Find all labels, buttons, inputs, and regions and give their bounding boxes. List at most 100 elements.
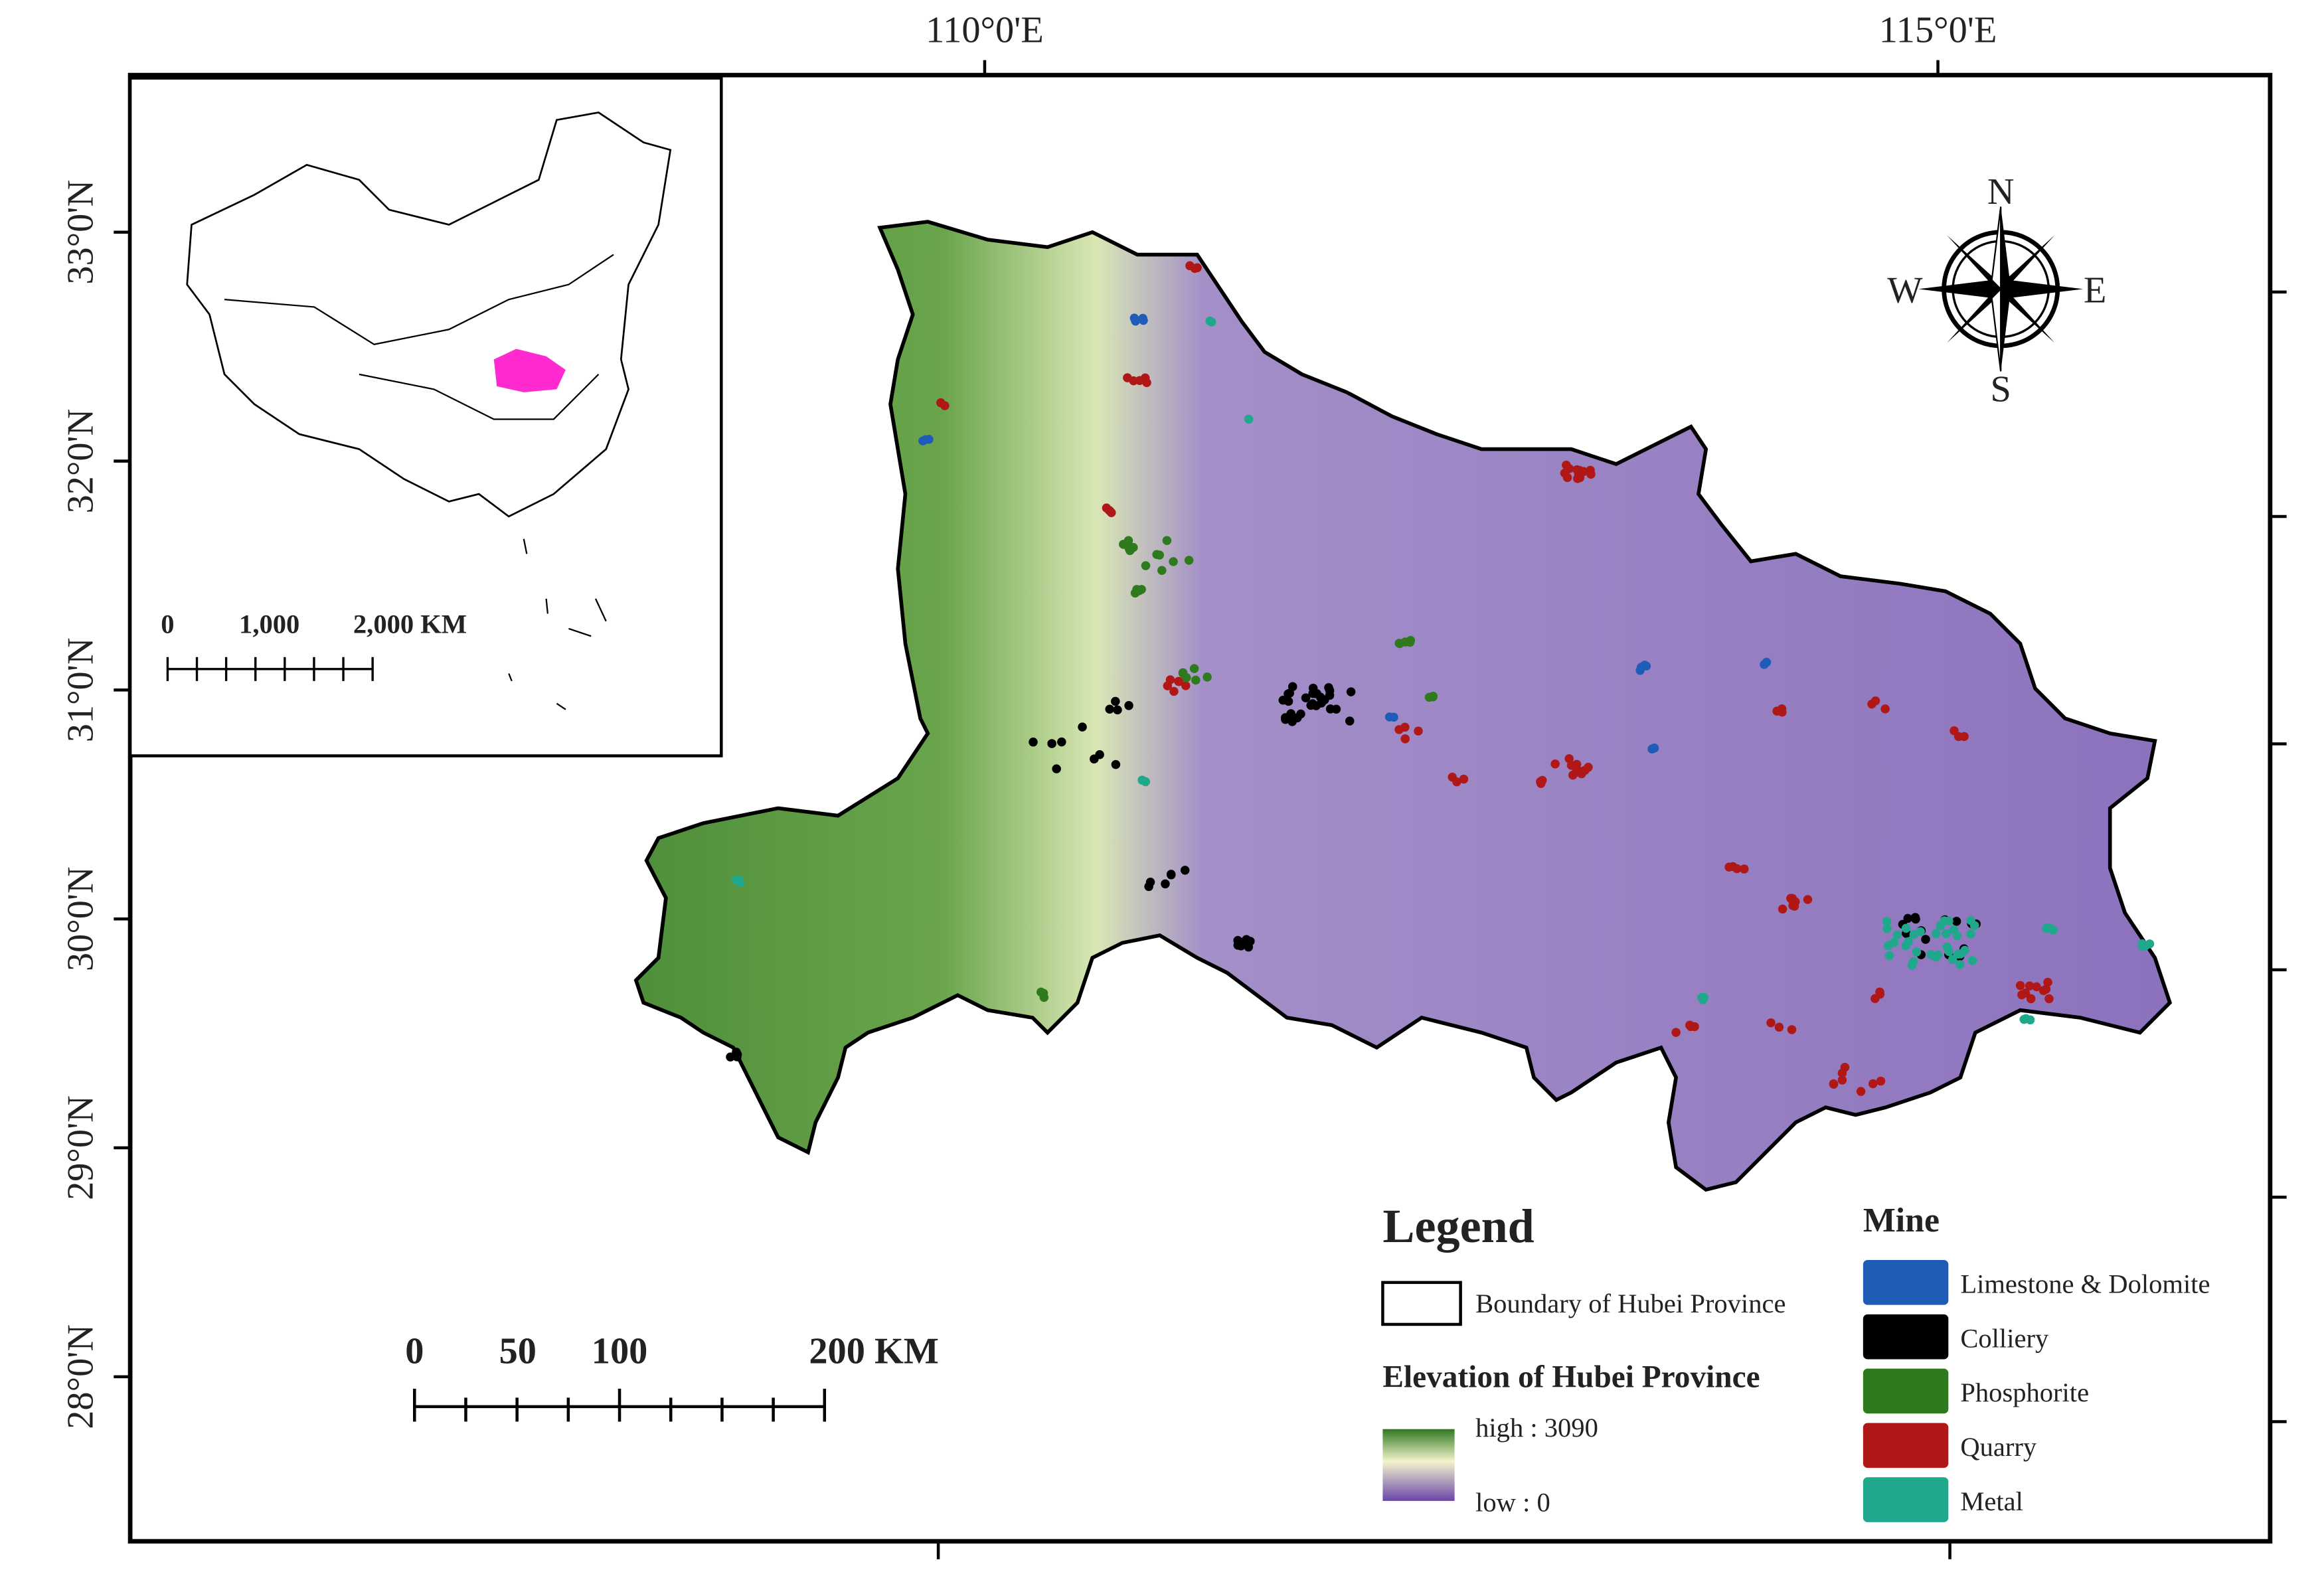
mine-point	[1724, 862, 1734, 872]
islands	[508, 538, 607, 710]
mine-point	[1181, 681, 1191, 690]
mine-point	[1959, 732, 1969, 742]
lat-label: 32°0'N	[60, 409, 102, 514]
mine-point	[1029, 738, 1038, 747]
mine-point	[1278, 695, 1288, 705]
mine-point	[1942, 942, 1952, 952]
mine-point	[1057, 737, 1066, 747]
mine-point	[1138, 313, 1147, 323]
mine-point	[1306, 700, 1315, 710]
mine-point	[1161, 879, 1170, 889]
mine-point	[1649, 744, 1659, 753]
mine-points	[726, 261, 2155, 1096]
mine-point	[1951, 917, 1961, 926]
mine-point	[1840, 1062, 1850, 1072]
mine-swatch	[1863, 1368, 1949, 1414]
mine-point	[1580, 765, 1590, 775]
mine-point	[1189, 664, 1199, 673]
mine-point	[2026, 994, 2036, 1004]
mine-point	[2015, 981, 2025, 990]
mine-point	[1931, 952, 1940, 962]
mine-label: Quarry	[1960, 1432, 2037, 1462]
mine-point	[921, 435, 930, 444]
mine-point	[1949, 925, 1959, 935]
inset-scale-bar	[166, 657, 374, 681]
mine-point	[1400, 734, 1410, 744]
mine-swatch	[1863, 1260, 1949, 1305]
scale-label: 0	[405, 1331, 424, 1372]
compass	[1918, 206, 2084, 372]
mine-point	[1566, 761, 1576, 770]
lon-label: 110°0'E	[926, 10, 1044, 51]
lon-label: 115°0'E	[1879, 10, 1997, 51]
mine-point	[1123, 536, 1133, 545]
lat-label: 31°0'N	[60, 637, 102, 742]
mine-point	[1428, 692, 1438, 702]
mine-point	[1167, 870, 1176, 880]
mine-point	[1955, 960, 1965, 969]
mine-point	[1671, 1028, 1681, 1037]
mine-point	[2044, 994, 2054, 1004]
mine-point	[1384, 712, 1394, 722]
mine-point	[1909, 957, 1918, 967]
compass-w: W	[1887, 270, 1923, 311]
inset-scale-label: 0	[161, 609, 174, 639]
mine-point	[1787, 894, 1797, 904]
mine-point	[1141, 561, 1151, 570]
mine-point	[1152, 550, 1161, 559]
mine-legend: Limestone & Dolomite Colliery Phosphorite Q…	[1863, 1260, 2210, 1522]
mine-point	[1405, 637, 1415, 647]
mine-point	[1184, 556, 1194, 565]
mine-point	[1969, 921, 1979, 930]
hubei-boundary	[633, 220, 2173, 1192]
lat-label: 33°0'N	[60, 180, 102, 285]
compass-n: N	[1987, 171, 2015, 212]
mine-point	[1778, 707, 1787, 717]
mine-swatch	[1863, 1314, 1949, 1360]
mine-point	[1281, 714, 1290, 724]
compass-s: S	[1991, 368, 2011, 410]
mine-point	[1635, 666, 1645, 675]
mine-point	[1320, 695, 1329, 704]
mine-point	[1901, 923, 1911, 933]
hubei-highlight	[493, 349, 566, 392]
mine-point	[1203, 672, 1212, 682]
mine-point	[1090, 754, 1099, 764]
elevation-swatch	[1382, 1429, 1455, 1501]
mine-point	[1185, 261, 1195, 271]
scale-label: 50	[499, 1331, 537, 1372]
mine-point	[1169, 557, 1178, 566]
mine-point	[1301, 693, 1311, 702]
mine-point	[1178, 668, 1188, 678]
mine-point	[1892, 930, 1902, 940]
mine-point	[1459, 774, 1469, 784]
map-frame	[127, 72, 2273, 1544]
mine-point	[1052, 764, 1061, 773]
mine-point	[1699, 992, 1709, 1002]
mine-point	[1244, 942, 1254, 952]
mine-point	[1293, 713, 1302, 723]
province-lines	[224, 254, 614, 345]
mine-point	[1452, 777, 1461, 787]
mine-point	[1157, 566, 1167, 576]
mine-point	[1912, 947, 1922, 957]
mine-point	[1856, 1087, 1866, 1096]
mine-point	[1325, 704, 1335, 714]
mine-point	[1882, 924, 1892, 933]
mine-point	[1124, 701, 1133, 710]
mine-point	[2041, 985, 2051, 994]
mine-point	[1829, 1079, 1839, 1089]
mine-point	[1106, 508, 1116, 517]
boundary-swatch	[1381, 1281, 1462, 1326]
mine-point	[1955, 949, 1965, 959]
lat-label: 29°0'N	[60, 1095, 102, 1200]
mine-point	[1931, 929, 1941, 939]
province-lines	[359, 373, 600, 420]
mine-point	[1395, 639, 1404, 649]
mine-point	[1308, 683, 1318, 693]
mine-point	[1047, 739, 1056, 748]
mine-point	[1870, 994, 1880, 1003]
lat-label: 28°0'N	[60, 1324, 102, 1429]
mine-point	[1125, 546, 1135, 556]
